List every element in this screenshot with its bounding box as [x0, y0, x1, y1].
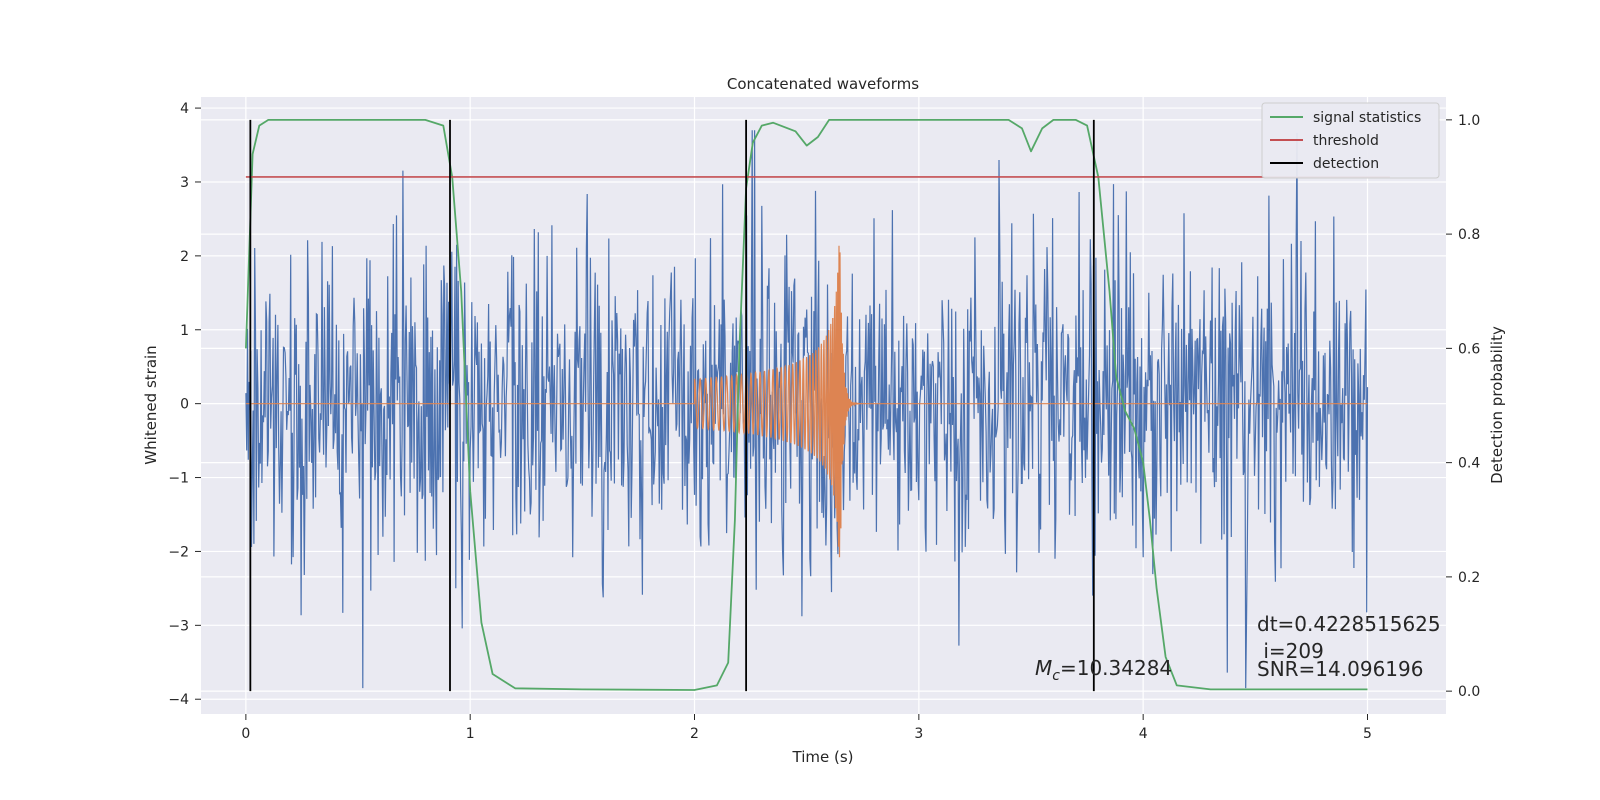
x-axis-ticks: 0 1 2 3 4 5: [241, 714, 1372, 742]
whitened-strain-line: [245, 130, 1369, 689]
y2-tick-label: 0.0: [1458, 684, 1480, 700]
y-tick-label: −4: [168, 692, 189, 708]
y-tick-label: −3: [168, 618, 189, 634]
x-tick-label: 3: [914, 726, 923, 742]
y-tick-label: 2: [180, 249, 189, 265]
dt-annotation: dt=0.4228515625: [1257, 612, 1441, 636]
x-tick-label: 0: [241, 726, 250, 742]
y-tick-label: 4: [180, 101, 189, 117]
legend: signal statistics threshold detection: [1261, 102, 1440, 179]
x-tick-label: 1: [466, 726, 475, 742]
legend-label-threshold: threshold: [1313, 133, 1379, 149]
y2-axis-ticks: 0.0 0.2 0.4 0.6 0.8 1.0: [1446, 113, 1480, 700]
y-tick-label: 0: [180, 397, 189, 413]
y-axis-ticks: −4 −3 −2 −1 0 1 2 3 4: [168, 101, 201, 708]
y-tick-label: 1: [180, 323, 189, 339]
index-annotation: i=209: [1257, 639, 1324, 663]
x-axis-label: Time (s): [792, 748, 854, 766]
x-tick-label: 5: [1363, 726, 1372, 742]
y2-tick-label: 0.8: [1458, 227, 1480, 243]
chirp-mass-value: =10.34284: [1060, 656, 1172, 680]
injected-signal-line: [245, 245, 1368, 558]
signal-statistics-series: [245, 119, 1368, 691]
x-tick-label: 4: [1139, 726, 1148, 742]
y2-tick-label: 1.0: [1458, 113, 1480, 129]
y-tick-label: 3: [180, 175, 189, 191]
legend-label-detection: detection: [1313, 156, 1379, 172]
y2-axis-label: Detection probability: [1488, 326, 1506, 484]
chart-title: Concatenated waveforms: [727, 75, 919, 93]
y-tick-label: −1: [168, 471, 189, 487]
chirp-mass-symbol: M: [1035, 656, 1052, 680]
y2-tick-label: 0.6: [1458, 341, 1480, 357]
signal-statistics-line: [245, 119, 1368, 691]
snr-annotation: SNR=14.096196: [1257, 657, 1423, 681]
chirp-mass-annotation: Mc=10.34284: [1035, 656, 1172, 684]
legend-label-signal-statistics: signal statistics: [1313, 110, 1421, 126]
y-tick-label: −2: [168, 544, 189, 560]
x-tick-label: 2: [690, 726, 699, 742]
y2-tick-label: 0.4: [1458, 456, 1480, 472]
legend-box: [1261, 102, 1440, 179]
detection-series: [249, 119, 1095, 692]
injected-signal-series: [245, 245, 1368, 558]
y2-tick-label: 0.2: [1458, 570, 1480, 586]
y-axis-label: Whitened strain: [142, 345, 160, 464]
whitened-strain-series: [245, 130, 1369, 689]
chirp-mass-subscript: c: [1052, 668, 1060, 684]
